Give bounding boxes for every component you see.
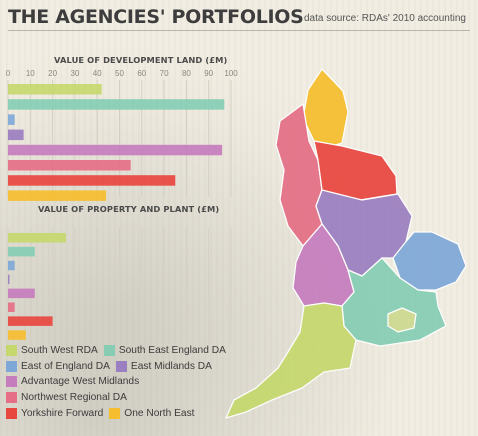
x-tick-label: 80 — [182, 69, 191, 78]
legend-label: Advantage West Midlands — [21, 376, 140, 388]
legend-label: East Midlands DA — [130, 360, 212, 372]
legend-row: South West RDA South East England DA — [6, 343, 306, 359]
x-tick-label: 30 — [70, 69, 79, 78]
legend-swatch — [6, 376, 17, 388]
x-tick-label: 20 — [48, 69, 57, 78]
x-tick-label: 10 — [26, 69, 35, 78]
bar-south-east-england-da — [8, 99, 225, 110]
chart-title-property-plant: VALUE OF PROPERTY AND PLANT (£M) — [38, 204, 220, 214]
legend-swatch — [6, 360, 17, 372]
legend-label: Northwest Regional DA — [21, 392, 127, 404]
legend-row: East of England DA East Midlands DA — [6, 359, 306, 375]
legend-row: Northwest Regional DA — [6, 390, 306, 406]
bar-advantage-west-midlands — [8, 144, 223, 156]
x-tick-label: 70 — [160, 69, 169, 78]
legend-label: East of England DA — [21, 360, 110, 372]
legend-row: Advantage West Midlands — [6, 374, 306, 390]
chart-title-development-land: VALUE OF DEVELOPMENT LAND (£M) — [54, 55, 228, 65]
bar-east-of-england-da — [8, 114, 15, 125]
legend: South West RDA South East England DA Eas… — [6, 343, 306, 421]
legend-swatch — [6, 345, 17, 357]
region-east-of-england — [392, 231, 467, 291]
legend-label: One North East — [124, 407, 195, 419]
legend-swatch — [109, 407, 121, 419]
legend-swatch — [103, 345, 115, 357]
legend-swatch — [6, 392, 17, 404]
bar-east-midlands-da — [8, 129, 24, 141]
legend-label: South West RDA — [21, 345, 98, 357]
legend-item-east-of-england-da: East of England DA — [6, 360, 110, 372]
bar-south-west-rda — [8, 233, 66, 243]
legend-swatch — [6, 407, 17, 419]
bar-yorkshire-forward — [8, 175, 176, 186]
region-one-north-east — [302, 68, 349, 149]
legend-label: Yorkshire Forward — [21, 407, 104, 419]
bar-northwest-regional-da — [8, 302, 15, 312]
bar-one-north-east — [8, 330, 26, 340]
bar-yorkshire-forward — [8, 316, 53, 326]
bar-advantage-west-midlands — [8, 288, 35, 299]
legend-item-south-west-rda: South West RDA — [6, 345, 98, 357]
legend-row: Yorkshire Forward One North East — [6, 405, 306, 421]
x-tick-label: 100 — [224, 69, 238, 78]
region-south-west — [225, 302, 357, 419]
legend-item-northwest-regional-da: Northwest Regional DA — [6, 392, 127, 404]
x-tick-label: 40 — [93, 69, 102, 78]
bar-one-north-east — [8, 190, 107, 201]
legend-item-south-east-england-da: South East England DA — [103, 345, 226, 357]
region-london — [387, 307, 417, 333]
legend-item-advantage-west-midlands: Advantage West Midlands — [6, 376, 140, 388]
legend-label: South East England DA — [118, 345, 226, 357]
x-tick-label: 90 — [204, 69, 213, 78]
data-source-note: data source: RDAs' 2010 accounting — [303, 13, 466, 24]
bar-south-west-rda — [8, 84, 102, 95]
title-divider — [8, 30, 470, 31]
page-title: THE AGENCIES' PORTFOLIOS — [8, 6, 304, 28]
bar-east-of-england-da — [8, 260, 15, 271]
bar-northwest-regional-da — [8, 160, 131, 171]
legend-item-east-midlands-da: East Midlands DA — [115, 360, 212, 372]
legend-item-one-north-east: One North East — [109, 407, 195, 419]
x-tick-label: 60 — [137, 69, 146, 78]
bar-south-east-england-da — [8, 246, 35, 257]
legend-swatch — [115, 360, 127, 372]
legend-item-yorkshire-forward: Yorkshire Forward — [6, 407, 104, 419]
bar-east-midlands-da — [8, 274, 10, 285]
x-tick-label: 50 — [115, 69, 124, 78]
x-tick-label: 0 — [6, 69, 11, 78]
